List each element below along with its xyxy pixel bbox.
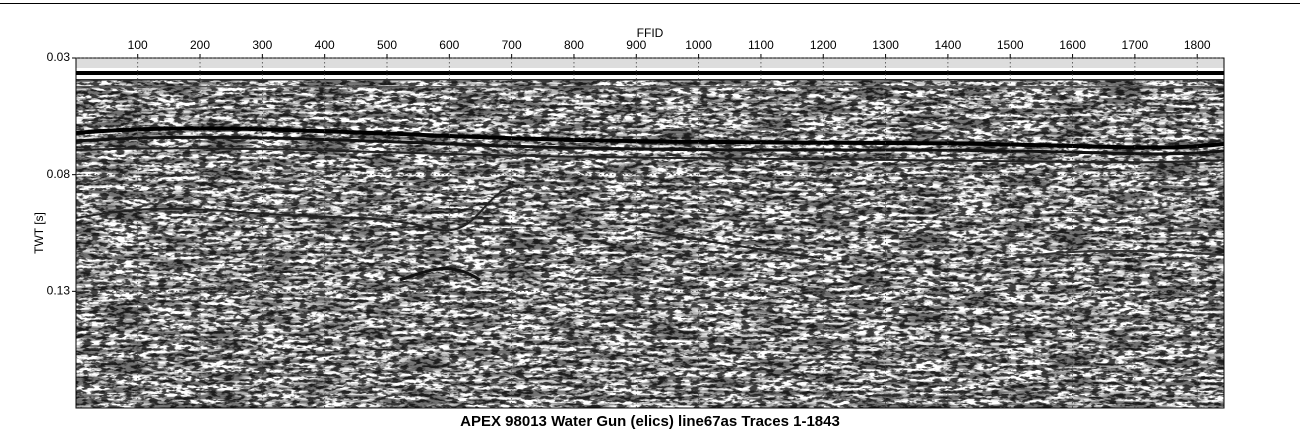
x-tick-label: 700 <box>502 38 522 52</box>
plot-frame <box>75 57 1225 409</box>
x-tick-label: 900 <box>626 38 646 52</box>
x-tick-label: 1700 <box>1122 38 1149 52</box>
x-axis-label: FFID <box>637 26 664 40</box>
y-tick-label: 0.13 <box>47 284 71 298</box>
x-tick-label: 400 <box>315 38 335 52</box>
x-tick-label: 1800 <box>1184 38 1211 52</box>
x-tick-label: 1500 <box>997 38 1024 52</box>
y-axis-label: TWT [s] <box>32 212 46 254</box>
x-tick-label: 1100 <box>748 38 774 52</box>
y-tick-label: 0.08 <box>47 167 71 181</box>
x-tick-label: 1200 <box>810 38 837 52</box>
x-tick-label: 500 <box>377 38 397 52</box>
chart-title: APEX 98013 Water Gun (elics) line67as Tr… <box>460 413 840 430</box>
x-tick-label: 100 <box>128 38 148 52</box>
x-tick-label: 1400 <box>935 38 962 52</box>
x-tick-label: 1600 <box>1059 38 1086 52</box>
y-tick-label: 0.03 <box>47 50 71 64</box>
x-tick-label: 800 <box>564 38 584 52</box>
seismic-image <box>76 58 1224 408</box>
x-tick-label: 600 <box>439 38 459 52</box>
x-tick-label: 1300 <box>872 38 899 52</box>
x-tick-label: 300 <box>252 38 272 52</box>
x-tick-label: 200 <box>190 38 210 52</box>
x-tick-label: 1000 <box>685 38 712 52</box>
